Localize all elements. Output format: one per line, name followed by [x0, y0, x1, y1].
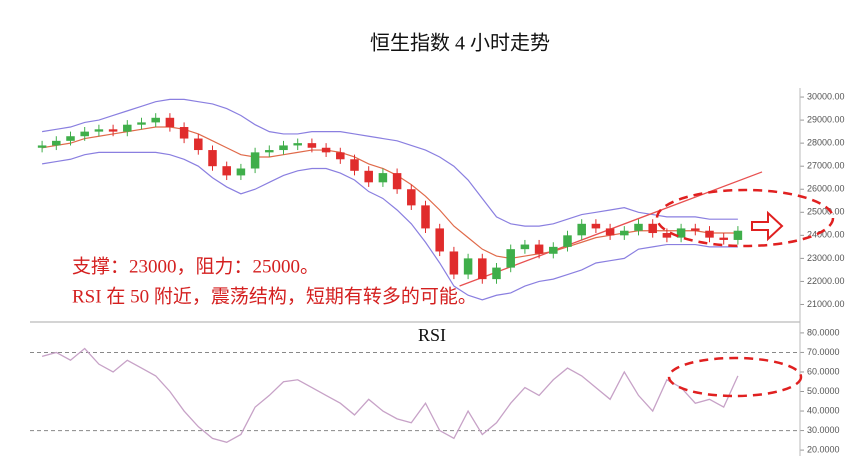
candle-body: [378, 173, 388, 183]
y-tick-label: 50.0000: [807, 386, 840, 396]
candle-body: [705, 230, 714, 238]
candle-body: [66, 136, 75, 141]
y-tick-label: 26000.00: [807, 184, 845, 194]
bollinger-band: [42, 126, 738, 259]
candle-body: [620, 230, 629, 236]
candle-body: [137, 122, 146, 125]
candle-body: [478, 258, 487, 280]
highlight-ellipse: [655, 188, 835, 248]
y-tick-label: 30000.00: [807, 91, 845, 101]
candle-body: [605, 228, 615, 236]
plot-layer: 21000.00 22000.00 23000.00 24000.00 25000.00…: [30, 91, 845, 454]
candle-body: [236, 168, 246, 176]
y-tick-label: 80.0000: [807, 327, 840, 337]
candle-body: [634, 223, 643, 231]
y-tick-label: 29000.00: [807, 114, 845, 124]
candle-body: [421, 205, 430, 229]
candle-body: [179, 127, 189, 139]
candle-body: [37, 145, 47, 148]
candle-body: [691, 228, 700, 231]
y-tick-label: 40.0000: [807, 405, 840, 415]
y-tick-label: 70.0000: [807, 347, 840, 357]
candle-body: [648, 223, 657, 234]
annotation: 支撑：23000，阻力：25000。: [72, 255, 319, 277]
rsi-line: [41, 347, 739, 443]
candle-body: [534, 244, 544, 254]
annotation: RSI 在 50 附近，震荡结构，短期有转多的可能。: [72, 285, 477, 307]
candle-body: [492, 267, 501, 280]
candle-body: [123, 124, 132, 132]
candle-body: [520, 244, 530, 250]
bollinger-band: [42, 98, 738, 227]
y-tick-label: 20.0000: [807, 444, 840, 454]
candle-body: [279, 145, 288, 151]
bollinger-band: [42, 151, 738, 301]
candle-body: [577, 223, 586, 236]
y-tick-label: 60.0000: [807, 366, 840, 376]
y-tick-label: 23000.00: [807, 253, 845, 263]
candle-body: [719, 237, 728, 240]
candle-body: [293, 143, 302, 146]
candle-body: [407, 189, 416, 206]
arrow: [751, 210, 784, 242]
candle-body: [733, 230, 743, 240]
candle-body: [449, 251, 459, 275]
candle-body: [250, 152, 260, 169]
candle-body: [222, 166, 231, 176]
rsi-title: RSI: [418, 325, 446, 345]
chart-title: 恒生指数 4 小时走势: [370, 32, 550, 55]
candle-body: [549, 246, 558, 254]
candle-body: [364, 170, 373, 183]
candle-body: [80, 131, 89, 137]
candle-body: [165, 117, 175, 128]
candle-body: [662, 233, 672, 238]
candle-body: [463, 258, 473, 275]
y-tick-label: 25000.00: [807, 207, 845, 217]
candle-body: [591, 223, 601, 229]
candle-body: [151, 117, 160, 123]
candle-body: [194, 138, 203, 151]
candle-body: [336, 152, 345, 160]
y-tick-label: 24000.00: [807, 230, 845, 240]
y-tick-label: 27000.00: [807, 161, 845, 171]
y-tick-label: 30.0000: [807, 425, 840, 435]
candle-body: [208, 150, 217, 167]
y-tick-label: 22000.00: [807, 276, 845, 286]
y-tick-label: 21000.00: [807, 299, 845, 309]
candle-body: [52, 140, 61, 146]
candle-body: [563, 235, 572, 247]
candle-body: [108, 129, 118, 132]
candle-body: [676, 228, 686, 238]
candle-body: [94, 129, 104, 132]
y-tick-label: 28000.00: [807, 138, 845, 148]
candle-body: [435, 228, 444, 252]
candle-body: [392, 173, 402, 190]
candle-body: [321, 147, 331, 153]
candle-body: [265, 150, 274, 153]
candle-body: [350, 159, 359, 171]
candle-body: [506, 249, 515, 268]
candle-body: [307, 143, 317, 148]
highlight-ellipse: [667, 356, 803, 398]
